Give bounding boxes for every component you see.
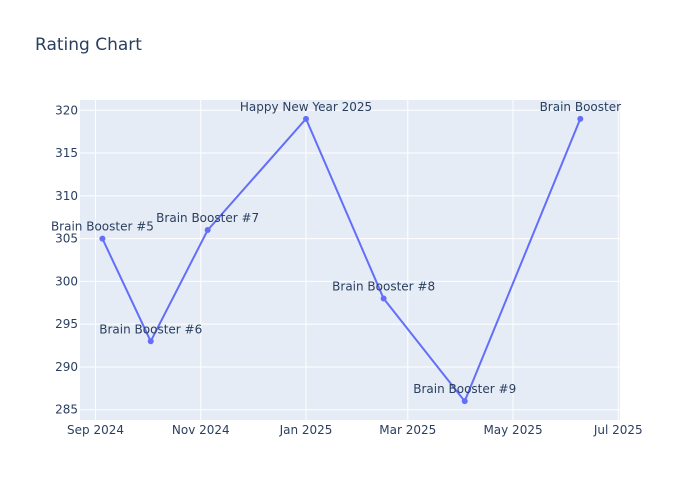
x-tick-label: Sep 2024 <box>67 423 124 437</box>
y-tick-label: 315 <box>55 146 78 160</box>
x-tick-label: Mar 2025 <box>379 423 436 437</box>
plot-area: Brain Booster #5 Brain Booster #6 Brain Bo… <box>51 100 622 405</box>
grid-lines <box>80 100 620 420</box>
y-tick-label: 320 <box>55 103 78 117</box>
data-point[interactable] <box>577 115 584 122</box>
x-tick-label: May 2025 <box>483 423 542 437</box>
x-tick-label: Nov 2024 <box>172 423 230 437</box>
y-tick-label: 305 <box>55 232 78 246</box>
chart-title: Rating Chart <box>35 35 142 55</box>
point-label: Brain Booster #6 <box>99 322 202 336</box>
y-tick-label: 295 <box>55 317 78 331</box>
y-tick-label: 310 <box>55 189 78 203</box>
x-tick-label: Jan 2025 <box>279 423 333 437</box>
x-tick-label: Jul 2025 <box>593 423 643 437</box>
plot-background <box>80 100 620 420</box>
axis-ticks: 285 290 295 300 305 310 315 320 Sep 2024 Nov 2024… <box>55 103 643 437</box>
data-point[interactable] <box>99 235 106 242</box>
y-tick-label: 285 <box>55 403 78 417</box>
data-point[interactable] <box>461 398 468 405</box>
point-label: Brain Booster #7 <box>156 211 259 225</box>
data-point[interactable] <box>147 338 154 345</box>
point-label: Brain Booster #5 <box>51 220 154 234</box>
point-label: Brain Booster <box>540 100 622 114</box>
data-point[interactable] <box>380 295 387 302</box>
data-point[interactable] <box>204 227 211 234</box>
y-tick-label: 290 <box>55 360 78 374</box>
point-label: Brain Booster #9 <box>413 382 516 396</box>
y-tick-label: 300 <box>55 274 78 288</box>
data-point[interactable] <box>303 115 310 122</box>
point-label: Brain Booster #8 <box>332 280 435 294</box>
point-label: Happy New Year 2025 <box>240 100 372 114</box>
